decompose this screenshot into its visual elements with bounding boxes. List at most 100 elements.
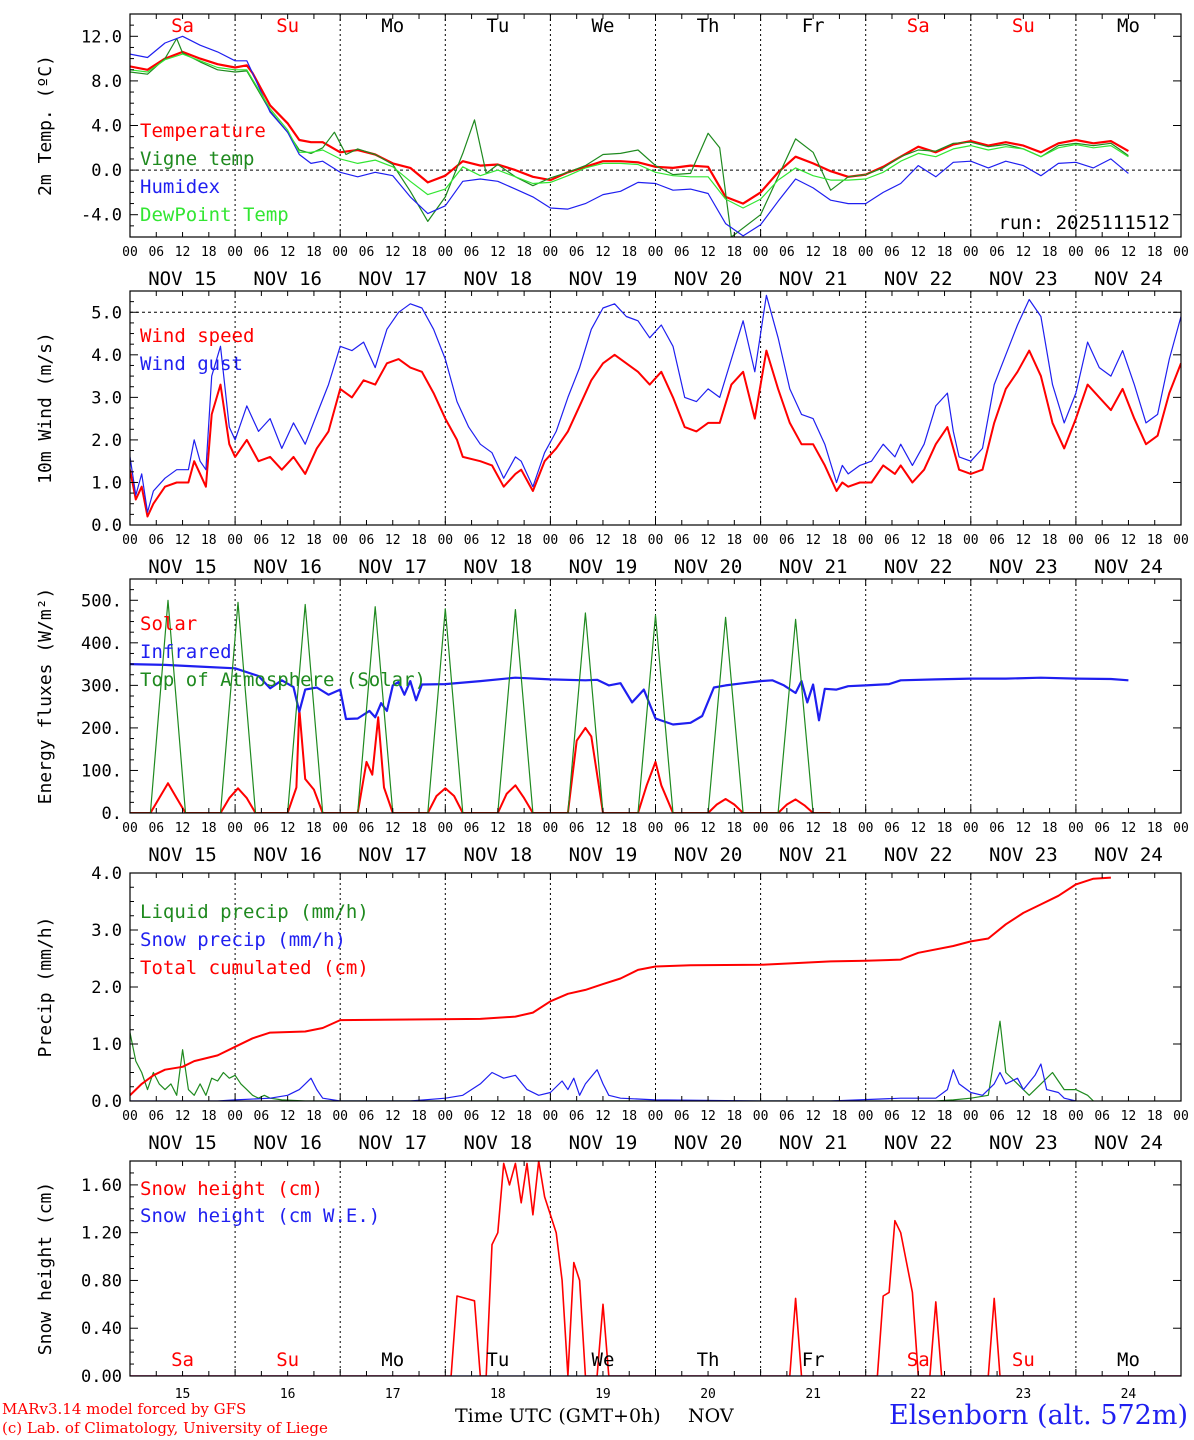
x-hour-label: 12 bbox=[385, 245, 401, 260]
x-hour-label: 12 bbox=[910, 533, 926, 548]
x-hour-label: 00 bbox=[753, 1109, 769, 1124]
x-hour-label: 18 bbox=[937, 533, 953, 548]
x-hour-label: 12 bbox=[175, 533, 191, 548]
x-hour-label: 06 bbox=[989, 245, 1005, 260]
x-hour-label: 06 bbox=[1094, 533, 1110, 548]
x-day-number: 17 bbox=[385, 1387, 401, 1402]
x-date-label: NOV 21 bbox=[779, 268, 848, 290]
x-hour-label: 12 bbox=[1121, 1109, 1137, 1124]
x-hour-label: 06 bbox=[254, 245, 270, 260]
x-day-number: 15 bbox=[175, 1387, 191, 1402]
x-hour-label: 12 bbox=[1121, 245, 1137, 260]
series-solar bbox=[130, 707, 831, 813]
x-hour-label: 18 bbox=[1042, 1109, 1058, 1124]
snow-panel: 0.00 0.40 0.80 1.20 1.60 Snow height (cm) 15 16… bbox=[35, 1160, 1182, 1402]
y-tick-label: 300. bbox=[81, 676, 122, 696]
x-day-number: 23 bbox=[1016, 1387, 1032, 1402]
x-hour-label: 00 bbox=[543, 1109, 559, 1124]
y-axis-label: 10m Wind (m/s) bbox=[35, 332, 56, 484]
x-hour-label: 00 bbox=[122, 821, 138, 836]
x-date-label: NOV 21 bbox=[779, 844, 848, 866]
x-hour-label: 18 bbox=[621, 1109, 637, 1124]
y-tick-label: 1.0 bbox=[91, 473, 122, 493]
temperature-panel: -4.0 0.0 4.0 8.0 12.0 2m Temp. (ºC) 00 06 12 18 00… bbox=[35, 13, 1189, 290]
x-day-number: 20 bbox=[700, 1387, 716, 1402]
station-name: Elsenborn (alt. 572m) bbox=[889, 1400, 1188, 1431]
x-date-label: NOV 22 bbox=[884, 844, 953, 866]
y-tick-label: 0. bbox=[102, 804, 122, 824]
y-tick-label: 3.0 bbox=[91, 388, 122, 408]
weekday-label: We bbox=[592, 1349, 615, 1371]
x-hour-label: 12 bbox=[595, 533, 611, 548]
model-credit: MARv3.14 model forced by GFS bbox=[2, 1400, 247, 1418]
x-hour-label: 12 bbox=[805, 1109, 821, 1124]
x-date-label: NOV 22 bbox=[884, 1132, 953, 1154]
x-hour-label: 06 bbox=[464, 821, 480, 836]
x-hour-label: 12 bbox=[1016, 821, 1032, 836]
x-hour-label: 18 bbox=[1147, 245, 1163, 260]
x-hour-label: 18 bbox=[621, 821, 637, 836]
weekday-label: Su bbox=[276, 15, 299, 37]
x-hour-label: 00 bbox=[753, 533, 769, 548]
wind-panel: 0.0 1.0 2.0 3.0 4.0 5.0 10m Wind (m/s) 00 06 12 18… bbox=[35, 290, 1189, 578]
x-date-label: NOV 17 bbox=[358, 268, 427, 290]
weekday-label: Mo bbox=[381, 1349, 404, 1371]
series-infrared bbox=[130, 663, 1129, 726]
y-tick-label: 1.20 bbox=[81, 1224, 122, 1244]
x-hour-label: 12 bbox=[910, 1109, 926, 1124]
x-date-label: NOV 23 bbox=[989, 556, 1058, 578]
x-date-label: NOV 24 bbox=[1094, 268, 1163, 290]
x-hour-label: 00 bbox=[1173, 1109, 1189, 1124]
x-hour-label: 06 bbox=[1094, 821, 1110, 836]
x-date-label: NOV 24 bbox=[1094, 1132, 1163, 1154]
y-tick-label: 2.0 bbox=[91, 978, 122, 998]
x-hour-label: 12 bbox=[1016, 1109, 1032, 1124]
y-tick-label: 0.0 bbox=[91, 516, 122, 536]
x-date-label: NOV 15 bbox=[148, 844, 217, 866]
x-hour-label: 18 bbox=[832, 533, 848, 548]
y-tick-label: 0.0 bbox=[91, 1092, 122, 1112]
x-hour-label: 00 bbox=[543, 245, 559, 260]
legend-entry: Liquid precip (mm/h) bbox=[140, 901, 369, 923]
run-label: run: 2025111512 bbox=[998, 212, 1170, 234]
precip-panel: 0.0 1.0 2.0 3.0 4.0 Precip (mm/h) 00 06 12 18 00 06… bbox=[35, 864, 1189, 1154]
x-date-label: NOV 22 bbox=[884, 556, 953, 578]
x-hour-label: 00 bbox=[227, 245, 243, 260]
x-hour-label: 12 bbox=[1016, 533, 1032, 548]
x-date-label: NOV 16 bbox=[253, 1132, 322, 1154]
x-hour-label: 00 bbox=[963, 821, 979, 836]
series-humidex bbox=[130, 35, 1129, 237]
legend-entry: Snow precip (mm/h) bbox=[140, 929, 346, 951]
x-hour-label: 06 bbox=[779, 533, 795, 548]
x-hour-label: 12 bbox=[385, 533, 401, 548]
x-date-label: NOV 23 bbox=[989, 844, 1058, 866]
legend-entry: Temperature bbox=[140, 120, 266, 142]
x-hour-label: 18 bbox=[832, 245, 848, 260]
series-temperature bbox=[130, 50, 1129, 205]
x-hour-label: 06 bbox=[779, 1109, 795, 1124]
x-date-label: NOV 17 bbox=[358, 844, 427, 866]
x-date-label: NOV 18 bbox=[464, 556, 533, 578]
x-hour-label: 00 bbox=[227, 1109, 243, 1124]
x-hour-label: 12 bbox=[385, 1109, 401, 1124]
x-hour-label: 18 bbox=[411, 1109, 427, 1124]
x-hour-label: 00 bbox=[227, 821, 243, 836]
x-hour-label: 00 bbox=[437, 533, 453, 548]
x-hour-label: 18 bbox=[306, 245, 322, 260]
x-date-label: NOV 18 bbox=[464, 844, 533, 866]
legend-entry: Snow height (cm W.E.) bbox=[140, 1205, 380, 1227]
x-hour-label: 00 bbox=[963, 533, 979, 548]
x-day-number: 19 bbox=[595, 1387, 611, 1402]
x-hour-label: 18 bbox=[832, 821, 848, 836]
x-hour-label: 00 bbox=[1173, 533, 1189, 548]
x-hour-label: 12 bbox=[910, 245, 926, 260]
x-date-label: NOV 15 bbox=[148, 268, 217, 290]
x-day-number: 21 bbox=[805, 1387, 821, 1402]
x-hour-label: 18 bbox=[516, 245, 532, 260]
legend-entry: Solar bbox=[140, 613, 197, 635]
y-tick-label: 5.0 bbox=[91, 303, 122, 323]
x-hour-label: 18 bbox=[1147, 533, 1163, 548]
x-date-label: NOV 21 bbox=[779, 1132, 848, 1154]
x-hour-label: 18 bbox=[1147, 821, 1163, 836]
x-hour-label: 00 bbox=[332, 245, 348, 260]
